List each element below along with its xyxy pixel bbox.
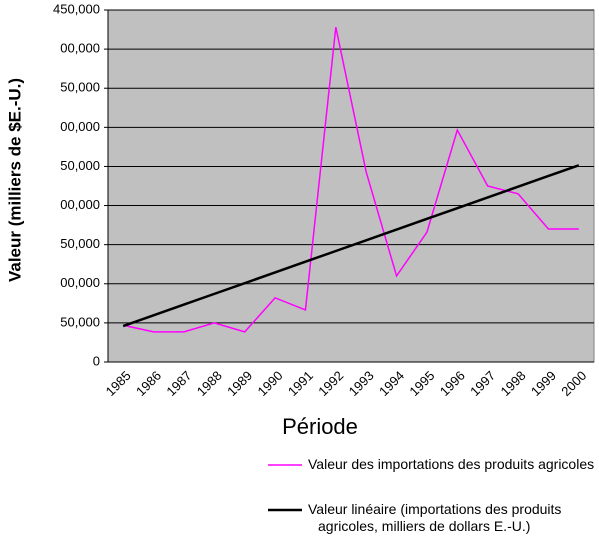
x-tick-label: 1989 [224, 368, 255, 399]
x-tick-label: 1992 [315, 368, 346, 399]
y-tick-label: 0 [93, 353, 100, 368]
y-tick-label: 50,000 [60, 314, 100, 329]
y-tick-label: 50,000 [60, 158, 100, 173]
x-tick-label: 1986 [133, 368, 164, 399]
x-tick-label: 1993 [346, 368, 377, 399]
series-line [122, 164, 580, 328]
y-tick-label: 00,000 [60, 41, 100, 56]
x-tick-label: 1999 [528, 368, 559, 399]
y-tick-label: 00,000 [60, 197, 100, 212]
x-tick-label: 2000 [558, 368, 589, 399]
y-tick-label: 00,000 [60, 275, 100, 290]
y-tick-label: 50,000 [60, 236, 100, 251]
x-tick-label: 1988 [194, 368, 225, 399]
legend-entry: Valeur des importations des produits agr… [308, 456, 595, 472]
x-tick-label: 1998 [498, 368, 529, 399]
series-line [123, 27, 579, 333]
x-tick-label: 1995 [406, 368, 437, 399]
x-tick-label: 1987 [163, 368, 194, 399]
y-tick-label: 00,000 [60, 119, 100, 134]
y-tick-label: 50,000 [60, 80, 100, 95]
y-axis-label: Valeur (milliers de $E.-U.) [5, 78, 24, 282]
x-axis-label: Période [282, 414, 358, 439]
x-tick-label: 1991 [285, 368, 316, 399]
x-tick-label: 1985 [103, 368, 134, 399]
x-tick-label: 1996 [437, 368, 468, 399]
x-tick-label: 1997 [467, 368, 498, 399]
x-tick-label: 1994 [376, 368, 407, 399]
y-tick-label: 450,000 [53, 1, 100, 16]
x-tick-label: 1990 [255, 368, 286, 399]
legend-entry: Valeur linéaire (importations des produi… [308, 501, 562, 534]
